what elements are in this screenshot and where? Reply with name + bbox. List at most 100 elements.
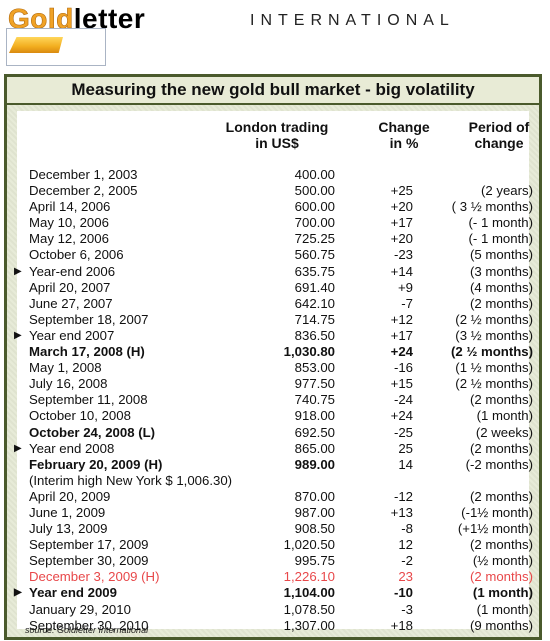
row-change: +14 — [390, 263, 413, 279]
row-period: (2 ½ months) — [450, 344, 533, 360]
row-change: -3 — [401, 601, 413, 617]
row-price: 908.50 — [294, 521, 335, 537]
table-title: Measuring the new gold bull market - big… — [71, 80, 475, 99]
table-row: July 13, 2009 908.50 -8 (+1½ month) — [17, 521, 533, 537]
row-change: -12 — [393, 488, 413, 504]
row-period: (1 ½ months) — [455, 360, 533, 376]
row-price: 1,104.00 — [283, 585, 335, 601]
row-change: +25 — [390, 183, 413, 199]
row-change: 23 — [398, 569, 413, 585]
table-row: September 30, 2010 1,307.00 +18 (9 months) — [17, 617, 533, 634]
row-period: (1 month) — [472, 585, 533, 601]
row-period: (3 ½ months) — [455, 327, 533, 343]
row-period: (2 months) — [469, 440, 533, 456]
row-period: (2 months) — [469, 488, 533, 504]
row-date: September 11, 2008 — [29, 392, 148, 408]
row-date: December 1, 2003 — [29, 167, 138, 182]
table-row: September 17, 2009 1,020.50 12 (2 months) — [17, 537, 533, 553]
row-date: Year-end 2006 — [29, 263, 116, 279]
gold-bar-icon — [6, 28, 106, 66]
row-change: +17 — [390, 327, 413, 343]
table-row: (Interim high New York $ 1,006.30) — [17, 473, 529, 489]
row-date: March 17, 2008 (H) — [29, 344, 145, 360]
row-date: September 30, 2010 — [29, 617, 149, 633]
table-row: May 10, 2006 700.00 +17 (- 1 month) — [17, 215, 533, 231]
gold-table-panel: Measuring the new gold bull market - big… — [4, 74, 542, 640]
row-period: (1 month) — [476, 601, 533, 617]
row-date: April 20, 2009 — [29, 488, 111, 504]
row-price: 1,030.80 — [283, 344, 335, 360]
table-row: December 3, 2009 (H) 1,226.10 23 (2 months) — [17, 569, 533, 585]
row-change: -24 — [393, 392, 413, 408]
row-change: -10 — [393, 585, 413, 601]
row-period: (- 1 month) — [468, 231, 534, 247]
row-price: 995.75 — [294, 553, 335, 569]
table-row: July 16, 2008 977.50 +15 (2 ½ months) — [17, 376, 533, 392]
row-marker-icon: ▶ — [14, 329, 22, 341]
row-period: (- 1 month) — [468, 215, 534, 231]
row-date: June 1, 2009 — [29, 504, 106, 520]
row-price: 400.00 — [294, 167, 335, 182]
row-price: 1,226.10 — [283, 569, 335, 585]
row-change: -25 — [393, 424, 413, 440]
row-price: 600.00 — [294, 199, 335, 215]
logo-international-text: INTERNATIONAL — [250, 12, 455, 29]
row-change: +13 — [390, 504, 413, 520]
table-row: ▶ Year end 2009 1,104.00 -10 (1 month) — [14, 585, 533, 601]
title-band: Measuring the new gold bull market - big… — [7, 77, 539, 105]
row-period: (2 weeks) — [475, 424, 533, 440]
row-date: September 30, 2009 — [29, 553, 149, 569]
row-date: July 13, 2009 — [29, 521, 108, 537]
row-price: 977.50 — [294, 376, 335, 392]
row-price: 500.00 — [294, 183, 335, 199]
row-date: December 2, 2005 — [29, 183, 138, 199]
row-price: 700.00 — [294, 215, 335, 231]
row-period: (1 month) — [476, 408, 533, 424]
row-period: (+1½ month) — [457, 521, 533, 537]
row-change: -2 — [401, 553, 413, 569]
row-change: +24 — [390, 344, 413, 360]
row-period: (3 months) — [469, 263, 533, 279]
row-period: (2 months) — [469, 295, 533, 311]
table-row: September 18, 2007 714.75 +12 (2 ½ months) — [17, 312, 533, 328]
table-row: ▶ Year end 2008 865.00 25 (2 months) — [14, 440, 533, 457]
row-period: (2 months) — [469, 392, 533, 408]
row-period: (5 months) — [469, 247, 533, 263]
row-date: July 16, 2008 — [29, 376, 108, 392]
row-date: February 20, 2009 (H) — [29, 456, 163, 472]
table-row: May 1, 2008 853.00 -16 (1 ½ months) — [17, 360, 533, 376]
row-price: 870.00 — [294, 488, 335, 504]
table-rows: December 1, 2003 400.00 December 2, 2005 50… — [14, 167, 533, 634]
row-period: (-1½ month) — [461, 504, 533, 520]
row-period: (-2 months) — [465, 456, 533, 472]
row-date: September 17, 2009 — [29, 537, 149, 553]
row-date: Year end 2009 — [29, 585, 117, 601]
row-change: +17 — [390, 215, 413, 231]
row-date: December 3, 2009 (H) — [29, 569, 160, 585]
row-date: May 1, 2008 — [29, 360, 102, 376]
row-date: June 27, 2007 — [29, 295, 113, 311]
row-change: +24 — [390, 408, 413, 424]
row-date: October 24, 2008 (L) — [29, 424, 156, 440]
row-price: 725.25 — [294, 231, 335, 247]
row-date: April 14, 2006 — [29, 199, 111, 215]
row-change: +9 — [397, 279, 413, 295]
row-price: 865.00 — [294, 440, 335, 456]
row-price: 987.00 — [294, 504, 335, 520]
table-row: June 1, 2009 987.00 +13 (-1½ month) — [17, 504, 533, 521]
row-price: 1,078.50 — [283, 601, 335, 617]
table-row: January 29, 2010 1,078.50 -3 (1 month) — [17, 601, 533, 618]
row-marker-icon: ▶ — [14, 442, 22, 454]
row-marker-icon: ▶ — [14, 587, 22, 599]
row-date: May 10, 2006 — [29, 215, 109, 231]
row-date: October 10, 2008 — [29, 408, 131, 424]
table-row: February 20, 2009 (H) 989.00 14 (-2 months) — [17, 456, 533, 473]
table-row: September 30, 2009 995.75 -2 (½ month) — [17, 553, 533, 569]
row-price: 1,307.00 — [283, 617, 335, 633]
row-change: +18 — [390, 617, 413, 633]
table-row: December 2, 2005 500.00 +25 (2 years) — [17, 183, 533, 199]
column-header-london: London trading in US$ — [225, 119, 329, 151]
table-row: April 14, 2006 600.00 +20 ( 3 ½ months) — [17, 199, 533, 215]
row-date: (Interim high New York $ 1,006.30) — [29, 472, 233, 488]
table-body: London trading in US$ Change in % Period… — [14, 111, 533, 633]
